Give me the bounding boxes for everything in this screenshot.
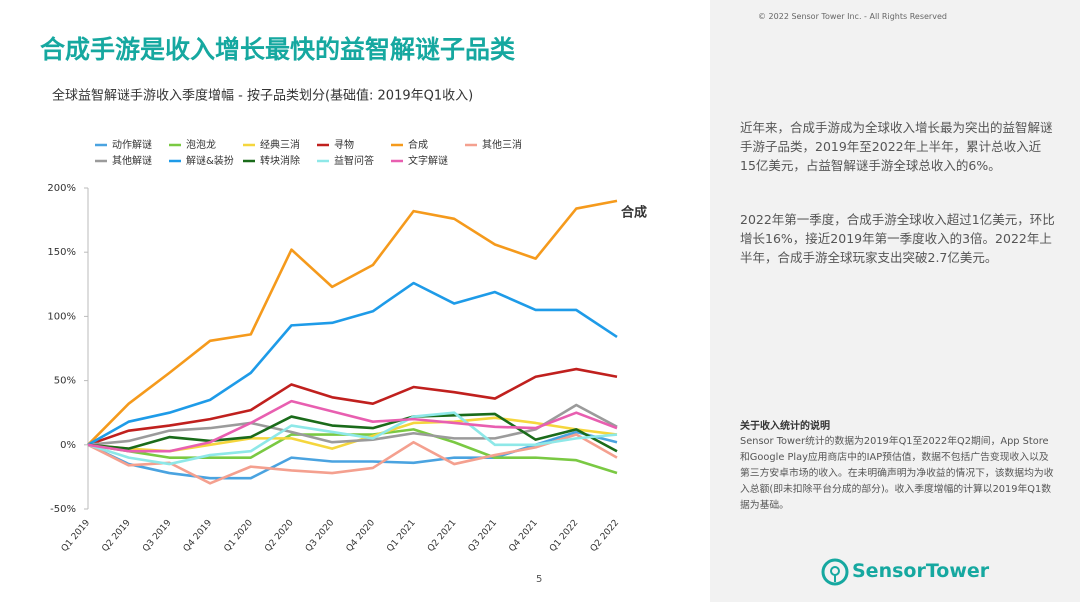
legend-label: 解谜&装扮 <box>186 154 234 167</box>
x-tick-label: Q2 2021 <box>426 518 458 554</box>
chart-title: 全球益智解谜手游收入季度增幅 - 按子品类划分(基础值: 2019年Q1收入) <box>52 88 473 104</box>
copyright: © 2022 Sensor Tower Inc. - All Rights Re… <box>758 12 947 21</box>
logo-icon <box>821 558 849 586</box>
series-line <box>87 412 618 453</box>
legend-label: 文字解谜 <box>408 154 448 167</box>
x-tick-label: Q2 2019 <box>100 518 133 554</box>
y-tick-label: -50% <box>50 504 76 515</box>
legend-label: 合成 <box>408 138 428 151</box>
y-tick-label: 0% <box>60 440 76 451</box>
legend-label: 其他三消 <box>482 138 522 151</box>
side-panel <box>710 0 1080 602</box>
note-body: Sensor Tower统计的数据为2019年Q1至2022年Q2期间，App … <box>740 436 1054 511</box>
legend-label: 转块消除 <box>260 154 300 167</box>
paragraph: 2022年第一季度，合成手游全球收入超过1亿美元，环比增长16%，接近2019年… <box>740 212 1055 265</box>
note-title: 关于收入统计的说明 <box>740 421 830 432</box>
x-tick-label: Q3 2019 <box>141 518 174 554</box>
y-tick-label: 200% <box>47 183 76 194</box>
series-line <box>87 367 618 447</box>
y-tick-label: 50% <box>54 376 76 387</box>
legend-label: 寻物 <box>334 138 354 151</box>
series-line <box>87 430 618 480</box>
series-line <box>87 433 618 485</box>
y-tick-label: 100% <box>47 311 76 322</box>
chart: 全球益智解谜手游收入季度增幅 - 按子品类划分(基础值: 2019年Q1收入) … <box>47 88 647 555</box>
series-line <box>87 403 618 447</box>
legend-label: 经典三消 <box>260 138 300 151</box>
x-tick-label: Q4 2020 <box>345 518 378 554</box>
legend-label: 动作解谜 <box>112 138 152 151</box>
x-tick-label: Q1 2022 <box>548 518 580 554</box>
slide-title: 合成手游是收入增长最快的益智解谜子品类 <box>40 35 516 64</box>
x-tick-label: Q4 2019 <box>182 518 215 554</box>
y-tick-label: 150% <box>47 247 76 258</box>
x-tick-label: Q1 2021 <box>385 518 417 554</box>
legend-label: 益智问答 <box>334 154 374 167</box>
series-line <box>87 199 618 446</box>
x-tick-label: Q4 2021 <box>507 518 539 554</box>
x-tick-label: Q2 2022 <box>589 518 621 554</box>
x-tick-label: Q1 2020 <box>223 518 256 554</box>
x-tick-label: Q2 2020 <box>263 518 296 554</box>
x-tick-label: Q1 2019 <box>60 518 93 554</box>
series-line <box>87 281 618 446</box>
page-number: 5 <box>536 574 543 585</box>
x-tick-label: Q3 2021 <box>467 518 499 554</box>
x-tick-label: Q3 2020 <box>304 518 337 554</box>
legend-label: 其他解谜 <box>112 154 152 167</box>
series-line <box>87 399 618 453</box>
logo: SensorTower <box>852 560 990 582</box>
end-label: 合成 <box>621 204 647 220</box>
series-line <box>87 411 618 466</box>
paragraph: 近年来，合成手游成为全球收入增长最为突出的益智解谜手游子品类，2019年至202… <box>740 120 1053 173</box>
legend-label: 泡泡龙 <box>186 138 216 151</box>
